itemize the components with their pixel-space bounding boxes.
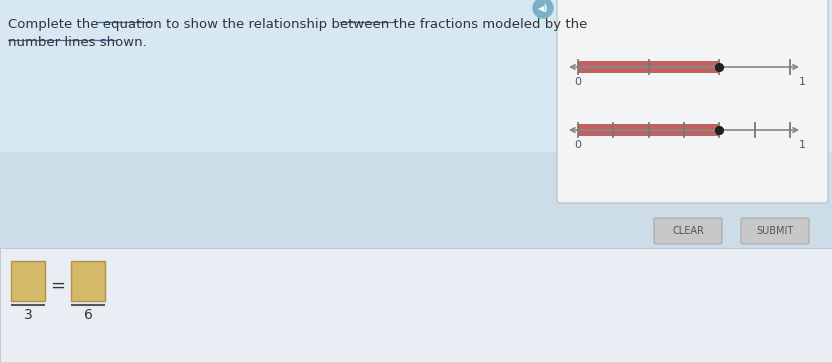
FancyBboxPatch shape: [0, 0, 832, 152]
Text: 6: 6: [83, 308, 92, 322]
Circle shape: [533, 0, 553, 18]
Bar: [578, 61, 720, 73]
Text: 1: 1: [799, 140, 805, 150]
Text: number lines shown.: number lines shown.: [8, 36, 146, 49]
Bar: [578, 124, 720, 136]
Text: 1: 1: [799, 77, 805, 87]
Text: ◀): ◀): [537, 4, 548, 13]
Text: 3: 3: [23, 308, 32, 322]
FancyBboxPatch shape: [11, 261, 45, 301]
Text: 0: 0: [575, 77, 582, 87]
FancyBboxPatch shape: [741, 218, 809, 244]
Text: SUBMIT: SUBMIT: [756, 226, 794, 236]
FancyBboxPatch shape: [557, 0, 828, 203]
FancyBboxPatch shape: [654, 218, 722, 244]
FancyBboxPatch shape: [71, 261, 105, 301]
Text: Complete the equation to show the relationship between the fractions modeled by : Complete the equation to show the relati…: [8, 18, 587, 31]
Text: CLEAR: CLEAR: [672, 226, 704, 236]
FancyBboxPatch shape: [0, 248, 832, 362]
Text: 0: 0: [575, 140, 582, 150]
Text: =: =: [51, 277, 66, 295]
